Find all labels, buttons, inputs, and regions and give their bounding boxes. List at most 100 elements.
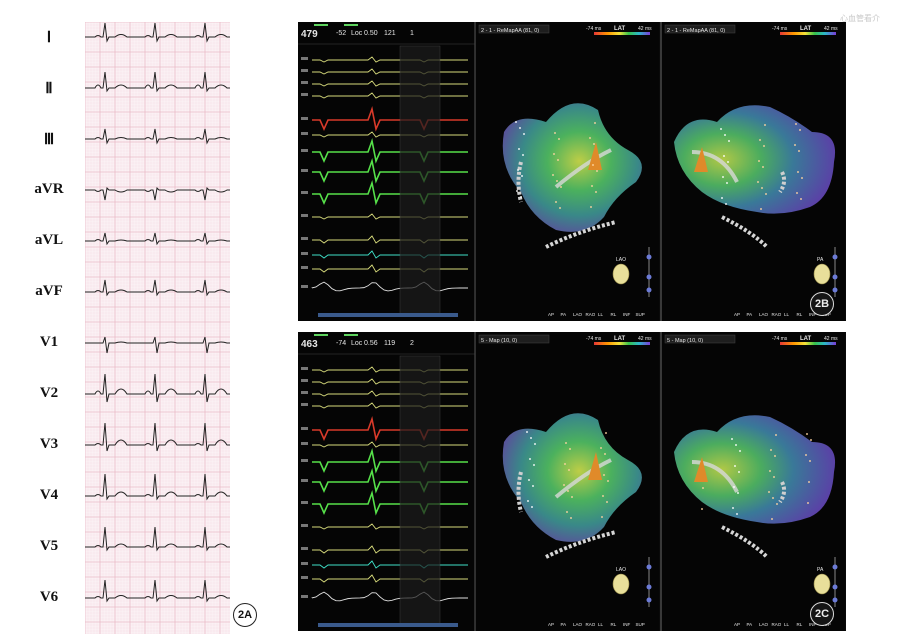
view-button-lao[interactable]: LAO: [573, 622, 583, 627]
view-button-inf[interactable]: INF: [809, 312, 817, 317]
header-rate: 479: [301, 29, 318, 40]
view-label: LAO: [616, 567, 626, 573]
mapping-screen: 463 -74 Loc 0.56 119 2 5 - Map (10, 0) -74 ms LA…: [298, 332, 845, 631]
lat-scale-min: -74 ms: [772, 336, 788, 342]
ablation-catheter: [588, 142, 602, 170]
mapping-screen: 479 -52 Loc 0.50 121 1 2 - 1 - ReMapAA (81, 0)…: [298, 22, 845, 321]
ep-trace: [312, 390, 468, 397]
view-label: LAO: [616, 257, 626, 263]
lat-scale-max: 42 ms: [824, 26, 838, 32]
ep-trace: [312, 545, 468, 554]
view-button-pa[interactable]: PA: [747, 312, 753, 317]
ep-trace: [312, 235, 468, 244]
ep-trace: [312, 523, 468, 530]
ecg-lead-label: V6: [39, 589, 59, 605]
view-button-ap[interactable]: AP: [734, 312, 740, 317]
view-button-sup[interactable]: SUP: [636, 622, 645, 627]
ep-trace: [312, 56, 468, 63]
view-button-ap[interactable]: AP: [734, 622, 740, 627]
view-button-lao[interactable]: LAO: [573, 312, 583, 317]
ecg-lead-label: V2: [39, 385, 59, 401]
mapping-panel-2b: 479 -52 Loc 0.50 121 1 2 - 1 - ReMapAA (81, 0)…: [298, 22, 846, 321]
view-button-rao[interactable]: RAO: [586, 622, 596, 627]
figure-tag-2b: 2B: [810, 292, 834, 316]
view-button-rl[interactable]: RL: [611, 312, 617, 317]
ecg-trace: [85, 373, 230, 403]
view-button-ll[interactable]: LL: [598, 622, 604, 627]
view-button-lao[interactable]: LAO: [759, 622, 769, 627]
header-v1: -52: [336, 30, 346, 37]
map-title[interactable]: 5 - Map (10, 0): [481, 338, 517, 344]
lat-scale-max: 42 ms: [638, 336, 652, 342]
ep-trace: [312, 213, 468, 220]
ecg-trace: [85, 579, 230, 603]
view-button-ll[interactable]: LL: [598, 312, 604, 317]
view-button-rao[interactable]: RAO: [772, 312, 782, 317]
view-button-ap[interactable]: AP: [548, 622, 554, 627]
ep-trace: [312, 378, 468, 385]
header-v4: 1: [410, 30, 414, 37]
header-v2: 0.50: [364, 30, 378, 37]
lat-scale-min: -74 ms: [586, 26, 602, 32]
ecg-trace: [85, 279, 230, 297]
view-button-rl[interactable]: RL: [611, 622, 617, 627]
ablation-catheter: [694, 147, 708, 172]
ecg-trace: [85, 336, 230, 354]
ep-trace: [312, 80, 468, 87]
activation-map: [502, 413, 642, 542]
ep-trace: [312, 441, 468, 448]
ep-trace: [312, 264, 468, 273]
ep-trace: [312, 68, 468, 75]
view-button-ap[interactable]: AP: [548, 312, 554, 317]
ecg-lead-label: V4: [39, 487, 59, 503]
view-button-lao[interactable]: LAO: [759, 312, 769, 317]
view-button-ll[interactable]: LL: [784, 312, 790, 317]
ecg-lead-label: Ⅰ: [46, 30, 52, 46]
figure-tag-2a: 2A: [233, 603, 257, 627]
ep-trace: [312, 574, 468, 583]
ep-trace: [312, 92, 468, 99]
ecg-lead-label: aVF: [35, 283, 63, 299]
header-loc: Loc: [351, 30, 363, 37]
ecg-trace: [85, 71, 230, 93]
view-button-rl[interactable]: RL: [797, 622, 803, 627]
lat-colorbar: [594, 342, 650, 345]
view-button-rl[interactable]: RL: [797, 312, 803, 317]
view-button-pa[interactable]: PA: [747, 622, 753, 627]
orientation-heart-icon: [813, 573, 831, 595]
view-button-pa[interactable]: PA: [561, 312, 567, 317]
view-button-ll[interactable]: LL: [784, 622, 790, 627]
map-title[interactable]: 5 - Map (10, 0): [667, 338, 703, 344]
view-button-rao[interactable]: RAO: [586, 312, 596, 317]
map-title[interactable]: 2 - 1 - ReMapAA (81, 0): [667, 28, 725, 34]
header-v4: 2: [410, 340, 414, 347]
lat-scale-min: -74 ms: [586, 336, 602, 342]
ep-trace: [312, 180, 468, 206]
ecg-lead-label: V1: [39, 334, 59, 350]
view-button-pa[interactable]: PA: [561, 622, 567, 627]
view-button-inf[interactable]: INF: [623, 312, 631, 317]
ep-trace: [312, 402, 468, 409]
lat-colorbar: [780, 32, 836, 35]
map-title[interactable]: 2 - 1 - ReMapAA (81, 0): [481, 28, 539, 34]
lat-scale-max: 42 ms: [824, 336, 838, 342]
view-label: PA: [817, 257, 824, 263]
orientation-heart-icon: [612, 263, 630, 285]
ecg-lead-label: aVR: [34, 181, 64, 197]
view-button-inf[interactable]: INF: [623, 622, 631, 627]
ep-trace: [312, 448, 468, 474]
ecg-lead-label: V5: [39, 538, 59, 554]
orientation-heart-icon: [813, 263, 831, 285]
header-loc: Loc: [351, 340, 363, 347]
lat-colorbar: [594, 32, 650, 35]
ecg-trace: [85, 473, 230, 501]
view-button-inf[interactable]: INF: [809, 622, 817, 627]
activation-map: [674, 105, 836, 214]
view-button-sup[interactable]: SUP: [636, 312, 645, 317]
view-button-rao[interactable]: RAO: [772, 622, 782, 627]
lat-scale-label: LAT: [800, 26, 812, 32]
ecg-trace: [85, 526, 230, 552]
activation-map: [674, 415, 836, 524]
ecg-strip: [85, 22, 230, 634]
view-label: PA: [817, 567, 824, 573]
